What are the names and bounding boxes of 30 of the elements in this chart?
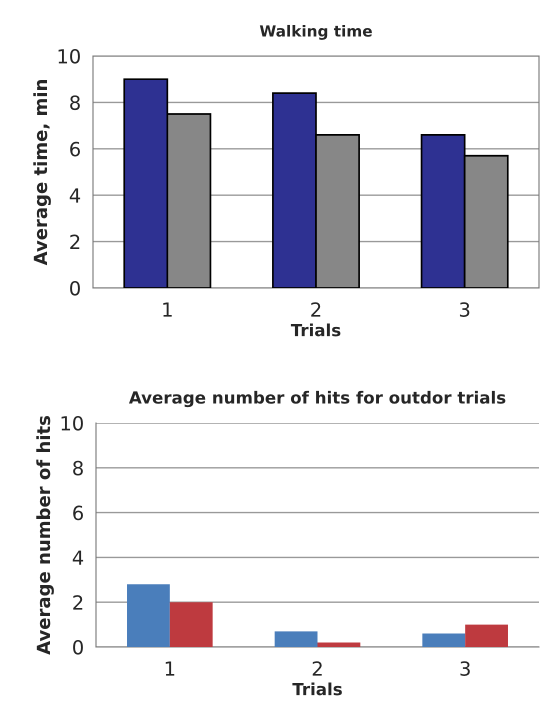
y-tick-label: 4 bbox=[72, 550, 84, 565]
y-tick-label: 8 bbox=[70, 95, 80, 110]
chart-title: Average number of hits for outdor trials bbox=[128, 390, 506, 408]
y-tick-label: 10 bbox=[62, 416, 83, 431]
x-tick-label: 3 bbox=[460, 661, 470, 676]
y-tick-label: 6 bbox=[73, 506, 83, 520]
y-axis-title: Average number of hits bbox=[36, 416, 54, 655]
y-axis-title: Average time, min bbox=[33, 80, 51, 266]
y-tick-label: 6 bbox=[70, 142, 80, 156]
bar bbox=[127, 584, 170, 647]
bar bbox=[170, 602, 213, 647]
chart-title: Walking time bbox=[260, 24, 372, 40]
y-tick-label: 4 bbox=[70, 188, 80, 203]
y-tick-label: 8 bbox=[73, 460, 83, 476]
bar bbox=[318, 642, 360, 647]
y-tick-label: 2 bbox=[70, 234, 80, 249]
x-tick-label: 3 bbox=[460, 302, 470, 317]
x-tick-label: 2 bbox=[311, 302, 320, 317]
bar bbox=[422, 634, 466, 647]
x-tick-label: 1 bbox=[166, 661, 174, 676]
x-tick-label: 2 bbox=[312, 661, 322, 676]
y-tick-label: 0 bbox=[73, 640, 83, 655]
x-axis-title: Trials bbox=[292, 682, 342, 696]
x-axis-title: Trials bbox=[290, 323, 340, 336]
x-tick-label: 1 bbox=[163, 302, 172, 317]
y-tick-label: 2 bbox=[73, 595, 82, 610]
bar bbox=[465, 624, 508, 647]
bar bbox=[274, 631, 318, 647]
y-tick-label: 0 bbox=[70, 280, 80, 296]
y-tick-label: 10 bbox=[58, 48, 80, 64]
